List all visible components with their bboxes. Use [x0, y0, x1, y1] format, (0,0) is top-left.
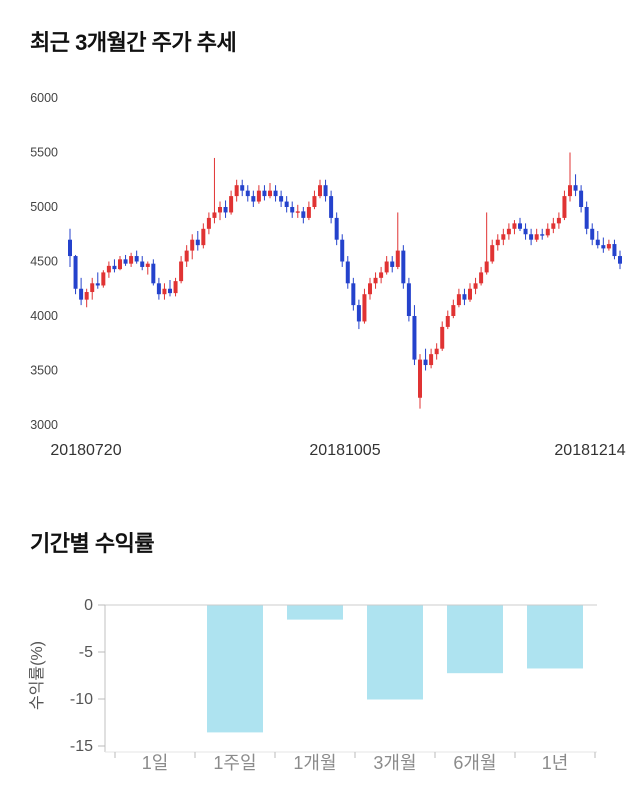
period-returns-bar-chart: 0 -5 -10 -15 1일 1주일 1개월 3개월 6개월 1년 수익률(%) — [28, 597, 597, 773]
candlestick-price-chart: 3000 3500 4000 4500 5000 5500 6000 20180720 2018… — [30, 91, 626, 459]
svg-text:3000: 3000 — [30, 418, 58, 432]
svg-text:4000: 4000 — [30, 309, 58, 323]
svg-text:-15: -15 — [70, 738, 93, 755]
svg-text:20181005: 20181005 — [309, 442, 380, 459]
svg-text:1주일: 1주일 — [213, 753, 256, 773]
svg-text:5000: 5000 — [30, 200, 58, 214]
svg-text:1일: 1일 — [142, 753, 169, 773]
price-trend-title: 최근 3개월간 주가 추세 — [30, 30, 237, 55]
svg-text:4500: 4500 — [30, 255, 58, 269]
svg-text:-10: -10 — [70, 691, 93, 708]
svg-text:5500: 5500 — [30, 146, 58, 160]
svg-text:-5: -5 — [79, 644, 93, 661]
svg-text:20180720: 20180720 — [50, 442, 121, 459]
svg-text:6개월: 6개월 — [453, 753, 496, 773]
svg-text:3500: 3500 — [30, 364, 58, 378]
period-returns-title: 기간별 수익률 — [30, 531, 155, 556]
svg-text:1년: 1년 — [542, 753, 569, 773]
svg-text:20181214: 20181214 — [554, 442, 625, 459]
svg-text:6000: 6000 — [30, 91, 58, 105]
svg-text:3개월: 3개월 — [373, 753, 416, 773]
svg-text:1개월: 1개월 — [293, 753, 336, 773]
svg-text:수익률(%): 수익률(%) — [28, 641, 46, 710]
svg-text:0: 0 — [84, 597, 93, 614]
